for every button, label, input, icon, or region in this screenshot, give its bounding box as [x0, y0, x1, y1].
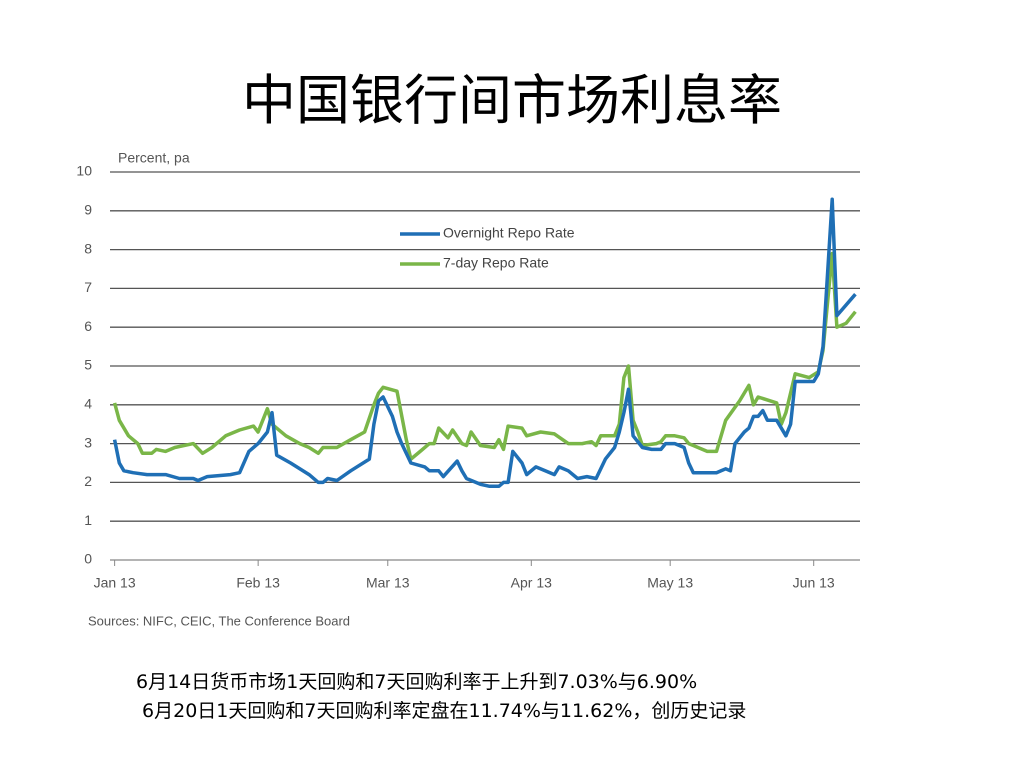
y-tick-label: 3	[84, 434, 92, 450]
y-tick-label: 9	[84, 202, 92, 218]
y-tick-label: 7	[84, 279, 92, 295]
y-tick-label: 6	[84, 318, 92, 334]
x-tick-label: Jan 13	[94, 575, 136, 591]
source-note: Sources: NIFC, CEIC, The Conference Boar…	[88, 613, 350, 628]
y-tick-label: 4	[84, 396, 92, 412]
slide-title: 中国银行间市场利息率	[242, 69, 782, 132]
y-tick-label: 1	[84, 512, 92, 528]
legend-label: 7-day Repo Rate	[443, 255, 549, 271]
x-tick-label: Feb 13	[236, 575, 280, 591]
notes: 6月14日货币市场1天回购和7天回购利率于上升到7.03%与6.90% 6月20…	[136, 668, 886, 726]
y-tick-label: 5	[84, 357, 92, 373]
x-tick-label: Mar 13	[366, 575, 410, 591]
series-line	[112, 251, 857, 461]
legend-label: Overnight Repo Rate	[443, 225, 575, 241]
x-tick-label: Apr 13	[511, 575, 552, 591]
x-tick-label: May 13	[647, 575, 693, 591]
note: 6月14日货币市场1天回购和7天回购利率于上升到7.03%与6.90%	[136, 671, 698, 693]
y-tick-label: 10	[76, 163, 92, 179]
y-tick-label: 0	[84, 551, 92, 567]
y-axis-label: Percent, pa	[118, 150, 190, 166]
note: 6月20日1天回购和7天回购利率定盘在11.74%与11.62%，创历史记录	[136, 700, 747, 722]
x-tick-label: Jun 13	[793, 575, 835, 591]
y-tick-label: 2	[84, 473, 92, 489]
series-line	[112, 197, 857, 489]
y-tick-label: 8	[84, 240, 92, 256]
